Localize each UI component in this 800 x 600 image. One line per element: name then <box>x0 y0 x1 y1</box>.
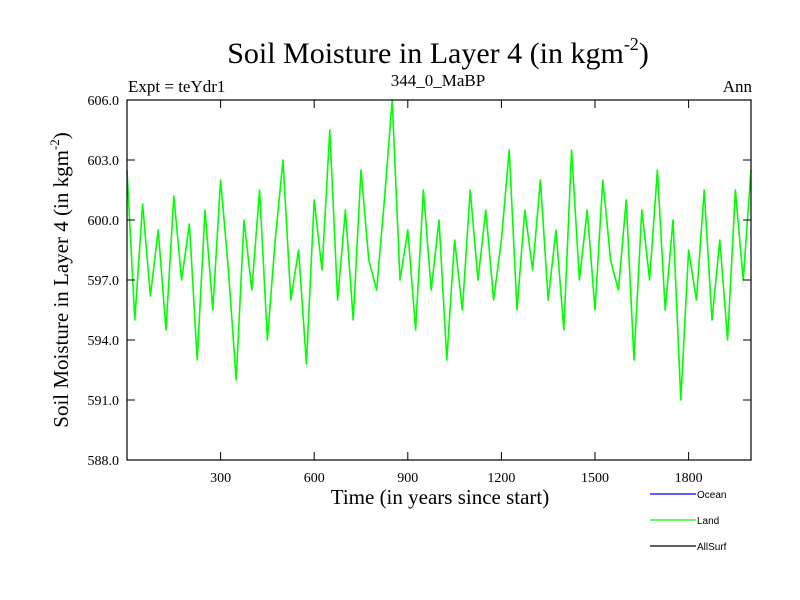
x-axis-ticks: 300 600 900 1200 1500 1800 <box>210 100 703 486</box>
x-tick-label: 1500 <box>581 471 609 486</box>
subtitle-center: 344_0_MaBP <box>391 71 485 90</box>
x-tick-label: 1200 <box>487 471 515 486</box>
subtitle-right: Ann <box>723 77 753 96</box>
x-tick-label: 900 <box>397 471 418 486</box>
y-tick-label: 588.0 <box>88 454 120 469</box>
chart-title: Soil Moisture in Layer 4 (in kgm-2) <box>227 34 649 70</box>
legend-label-land: Land <box>697 516 719 527</box>
y-tick-label: 597.0 <box>88 274 120 289</box>
x-tick-label: 600 <box>304 471 325 486</box>
y-axis-label: Soil Moisture in Layer 4 (in kgm-2) <box>47 132 73 427</box>
y-tick-label: 600.0 <box>88 214 120 229</box>
y-axis-ticks: 588.0 591.0 594.0 597.0 600.0 603.0 606.0 <box>88 94 751 469</box>
y-tick-label: 591.0 <box>88 394 120 409</box>
subtitle-left: Expt = teYdr1 <box>128 77 225 96</box>
series-line-land <box>126 99 752 401</box>
x-tick-label: 1800 <box>675 471 703 486</box>
y-tick-label: 606.0 <box>88 94 120 109</box>
y-tick-label: 594.0 <box>88 334 120 349</box>
y-tick-label: 603.0 <box>88 154 120 169</box>
legend-label-ocean: Ocean <box>697 490 726 501</box>
x-axis-label: Time (in years since start) <box>331 485 550 509</box>
x-tick-label: 300 <box>210 471 231 486</box>
plot-area: 588.0 591.0 594.0 597.0 600.0 603.0 606.0 300 6… <box>88 94 752 486</box>
plot-frame <box>126 99 752 461</box>
legend-label-allsurf: AllSurf <box>697 542 727 553</box>
legend: Ocean Land AllSurf <box>650 490 727 553</box>
